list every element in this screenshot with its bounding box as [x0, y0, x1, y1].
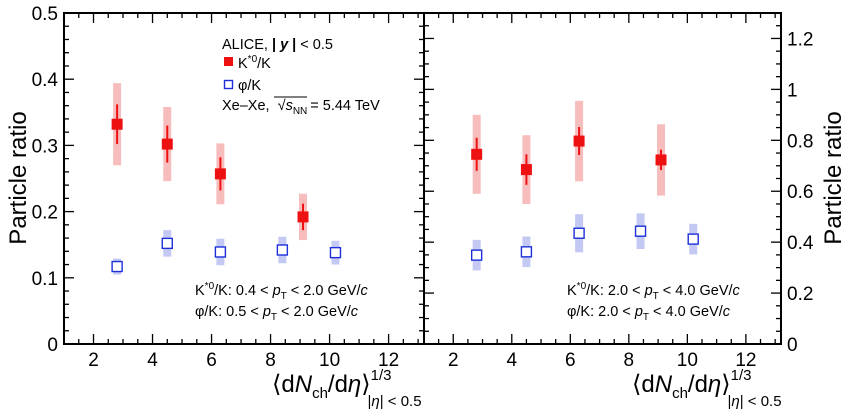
right-y-tick-label: 0.8: [787, 131, 813, 152]
legend: ALICE, | y | < 0.5 K*0/K φ/K Xe–Xe, √sNN…: [222, 37, 380, 117]
right-annotation-phi: φ/K: 2.0 < pT < 4.0 GeV/c: [567, 304, 731, 323]
right-panel: 2 4 6 8 10 12 0 0.2 0.4 0.6 0.8 1 1.2 Particle ratio…: [423, 12, 847, 410]
legend-system-value: = 5.44 TeV: [310, 98, 380, 114]
left-phi-point: [161, 237, 173, 250]
right-phi-point: [687, 233, 699, 245]
legend-kstar-marker: [224, 57, 233, 66]
left-phi-point: [276, 244, 289, 256]
left-x-tick-label: 2: [88, 350, 99, 371]
left-x-axis-title: ⟨dNch/dη⟩1/3 |η| < 0.5: [272, 367, 422, 410]
right-y-tick-label: 0.6: [787, 182, 813, 203]
right-phi-point: [520, 246, 533, 258]
legend-phi-marker: [223, 79, 234, 90]
right-x-tick-label: 4: [506, 350, 517, 371]
right-y-axis-title: Particle ratio: [820, 111, 847, 244]
right-annotation-kstar: K*0/K: 2.0 < pT < 4.0 GeV/c: [567, 281, 741, 302]
right-kstar-point: [520, 164, 532, 176]
left-kstar-point: [297, 211, 309, 223]
right-y-tick-label: 0.2: [787, 284, 813, 305]
left-phi-point: [214, 246, 227, 258]
left-y-axis-title: Particle ratio: [5, 111, 32, 244]
right-y-tick-label: 1: [787, 80, 798, 101]
left-y-tick-label: 0: [47, 335, 58, 356]
right-phi-point: [634, 225, 647, 237]
legend-system: Xe–Xe, √sNN = 5.44 TeV: [222, 98, 380, 117]
left-kstar-point: [214, 168, 226, 180]
left-x-tick-label: 12: [378, 350, 399, 371]
left-y-tick-label: 0.1: [32, 269, 58, 290]
left-annotation-phi: φ/K: 0.5 < pT < 2.0 GeV/c: [195, 304, 359, 323]
left-y-tick-label: 0.3: [32, 136, 58, 157]
right-y-tick-label: 0: [787, 335, 798, 356]
left-phi-point: [111, 260, 123, 273]
left-x-tick-label: 4: [147, 350, 158, 371]
left-phi-point: [329, 246, 342, 259]
right-y-tick-label: 0.4: [787, 233, 814, 254]
legend-system-prefix: Xe–Xe,: [222, 98, 270, 114]
left-x-tick-label: 8: [265, 350, 276, 371]
left-kstar-point: [111, 118, 123, 130]
right-y-tick-label: 1.2: [787, 29, 813, 50]
left-x-tick-label: 6: [206, 350, 217, 371]
legend-kstar-label: K*0/K: [238, 54, 271, 72]
right-x-tick-label: 12: [735, 350, 756, 371]
left-x-tick-label: 10: [319, 350, 340, 371]
left-y-tick-label: 0.2: [32, 203, 58, 224]
right-x-tick-label: 6: [565, 350, 576, 371]
right-x-tick-label: 10: [677, 350, 698, 371]
legend-phi-label: φ/K: [238, 78, 261, 94]
legend-header: ALICE, | y | < 0.5: [222, 37, 333, 53]
left-y-tick-label: 0.5: [32, 4, 58, 25]
right-kstar-point: [573, 135, 585, 147]
left-y-tick-label: 0.4: [32, 70, 59, 91]
right-x-tick-label: 2: [448, 350, 459, 371]
right-phi-point: [470, 249, 483, 261]
right-x-axis-title: ⟨dNch/dη⟩1/3 |η| < 0.5: [632, 367, 782, 410]
right-kstar-point: [655, 154, 667, 166]
right-kstar-point: [471, 148, 483, 160]
left-annotation-kstar: K*0/K: 0.4 < pT < 2.0 GeV/c: [195, 281, 369, 302]
left-kstar-point: [161, 138, 173, 150]
right-phi-point: [573, 227, 585, 239]
right-x-tick-label: 8: [624, 350, 635, 371]
